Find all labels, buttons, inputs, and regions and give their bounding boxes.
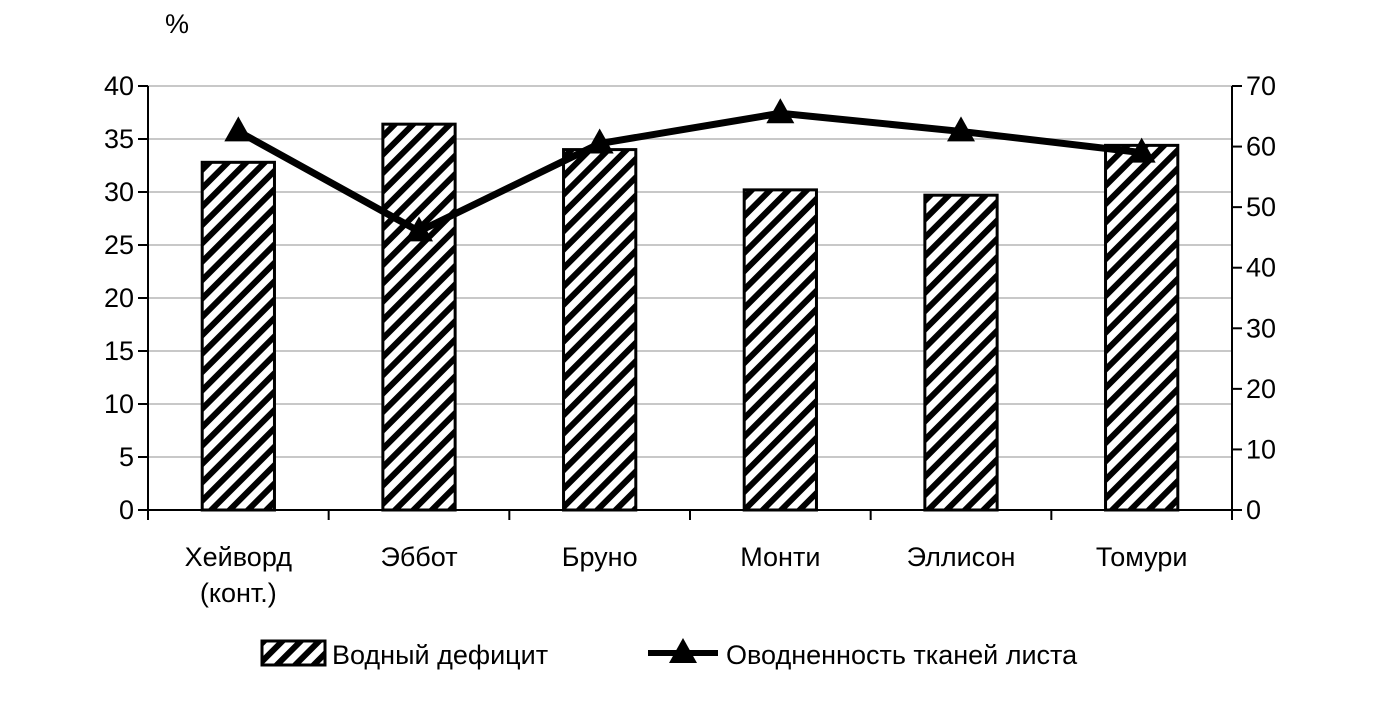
bar: [381, 122, 457, 512]
bar: [923, 193, 999, 512]
y-right-tick-label: 70: [1246, 71, 1276, 101]
bar: [562, 148, 638, 512]
y-unit-label: %: [165, 9, 189, 39]
x-category-label: Эллисон: [907, 542, 1016, 572]
axes: [138, 85, 1242, 520]
x-category-label: Хейворд (конт.): [185, 542, 293, 608]
y-right-tick-label: 40: [1246, 253, 1276, 283]
line-series: [224, 98, 1156, 242]
y-left-tick-label: 25: [104, 230, 134, 260]
x-category-label: Эббот: [380, 542, 457, 572]
y-left-tick-label: 40: [104, 71, 134, 101]
gridlines: [148, 85, 1232, 458]
legend-label-water-deficit: Водный дефицит: [332, 640, 548, 670]
legend: Водный дефицит Оводненность тканей листа: [260, 638, 1078, 670]
bar-series: [200, 122, 1180, 512]
y-left-tick-label: 0: [119, 495, 134, 525]
legend-swatch-marker-triangle-icon: [669, 638, 697, 663]
y-left-tick-label: 35: [104, 124, 134, 154]
bar: [742, 188, 818, 512]
y-right-tick-label: 60: [1246, 132, 1276, 162]
y-left-tick-label: 15: [104, 336, 134, 366]
y-left-tick-label: 5: [119, 442, 134, 472]
tick-labels: 0 5 10 15 20 25 30 35 40 0 10 20 30 40 50 60 70 Хейворд (к…: [104, 71, 1276, 608]
line-point-triangle-icon: [405, 216, 433, 242]
legend-label-leaf-water-content: Оводненность тканей листа: [726, 640, 1078, 670]
y-right-tick-label: 0: [1246, 495, 1261, 525]
y-left-tick-label: 20: [104, 283, 134, 313]
x-category-label: Бруно: [562, 542, 638, 572]
y-right-tick-label: 10: [1246, 434, 1276, 464]
y-left-tick-label: 30: [104, 177, 134, 207]
line-point-triangle-icon: [766, 98, 795, 124]
y-right-tick-label: 30: [1246, 313, 1276, 343]
line-point-triangle-icon: [1127, 137, 1156, 163]
bar: [200, 160, 276, 512]
line-point-triangle-icon: [585, 128, 614, 154]
y-left-tick-label: 10: [104, 389, 134, 419]
series-line: [236, 109, 1143, 235]
bar: [1104, 143, 1180, 512]
line-point-triangle-icon: [947, 116, 975, 142]
legend-swatch-bar: [260, 639, 327, 667]
y-right-tick-label: 50: [1246, 192, 1276, 222]
y-right-tick-label: 20: [1246, 374, 1276, 404]
x-category-label: Монти: [740, 542, 820, 572]
line-point-triangle-icon: [224, 116, 253, 142]
x-category-label: Томури: [1096, 542, 1188, 572]
